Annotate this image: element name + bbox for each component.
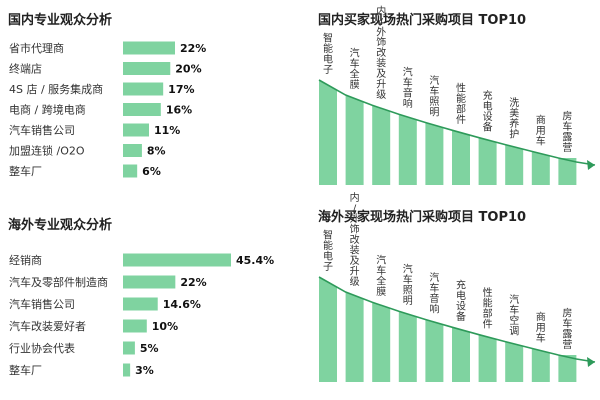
domestic-audience-title: 国内专业观众分析 xyxy=(8,13,113,28)
category-label: 房车露营 xyxy=(562,307,572,352)
bar xyxy=(123,253,231,267)
bar xyxy=(319,277,337,382)
bar xyxy=(123,62,171,75)
value-label: 10% xyxy=(152,320,178,333)
category-label: 汽车照明 xyxy=(429,74,439,119)
value-label: 11% xyxy=(154,124,180,137)
trend-line xyxy=(318,79,596,166)
bar xyxy=(372,302,391,382)
category-label: 汽车空调 xyxy=(509,293,519,338)
category-label: 加盟连锁 /O2O xyxy=(9,144,85,158)
value-label: 14.6% xyxy=(163,298,201,311)
bar xyxy=(425,122,444,185)
bar xyxy=(123,144,142,157)
category-label: 电商 / 跨境电商 xyxy=(9,103,86,117)
category-label: 汽车改装爱好者 xyxy=(9,319,86,333)
bar xyxy=(531,348,550,382)
bar xyxy=(478,137,497,185)
category-label: 商用车 xyxy=(536,113,546,147)
overseas-purchase-title: 海外买家现场热门采购项目 TOP10 xyxy=(318,210,527,225)
category-label: 房车露营 xyxy=(562,110,572,155)
bar xyxy=(452,130,470,185)
bar xyxy=(452,327,470,382)
bar xyxy=(478,334,497,382)
value-label: 20% xyxy=(175,63,201,76)
category-label: 汽车销售公司 xyxy=(9,297,75,311)
value-label: 5% xyxy=(140,342,159,355)
bar xyxy=(123,123,149,137)
bar xyxy=(123,297,158,311)
category-label: 充电设备 xyxy=(483,89,493,133)
category-label: 整车厂 xyxy=(9,164,42,178)
bar xyxy=(558,355,577,382)
bar xyxy=(123,341,135,355)
bar xyxy=(398,114,417,185)
bar xyxy=(345,95,364,185)
category-label: 汽车照明 xyxy=(403,263,413,308)
category-label: 洗美养护 xyxy=(509,97,519,141)
overseas-audience-title: 海外专业观众分析 xyxy=(8,218,113,233)
category-label: 智能电子 xyxy=(323,229,333,274)
value-label: 45.4% xyxy=(236,254,274,267)
category-label: 省市代理商 xyxy=(9,41,64,55)
bar xyxy=(123,103,161,116)
trend-arrowhead xyxy=(587,160,595,170)
category-label: 4S 店 / 服务集成商 xyxy=(9,82,103,96)
bar xyxy=(398,311,417,382)
trend-line xyxy=(318,276,596,363)
category-label: 商用车 xyxy=(536,310,546,344)
value-label: 8% xyxy=(147,145,166,158)
category-label: 汽车及零部件制造商 xyxy=(9,275,108,289)
value-label: 6% xyxy=(142,165,161,178)
trend-arrowhead xyxy=(587,357,595,367)
category-label: 行业协会代表 xyxy=(9,341,75,355)
value-label: 16% xyxy=(166,104,192,117)
bar xyxy=(505,341,524,382)
overseas-audience-chart: 经销商 45.4% 汽车及零部件制造商 22% 汽车销售公司 14.6% 汽车改装爱好者 10… xyxy=(9,253,274,377)
bar xyxy=(345,292,364,382)
category-label: 经销商 xyxy=(9,253,42,267)
bar xyxy=(123,82,164,96)
value-label: 3% xyxy=(135,364,154,377)
domestic-purchase-title: 国内买家现场热门采购项目 TOP10 xyxy=(318,13,527,28)
category-label: 汽车全膜 xyxy=(350,47,360,92)
category-label: 汽车音响 xyxy=(429,271,439,316)
category-label: 性能部件 xyxy=(456,82,466,127)
bar xyxy=(558,158,577,185)
bar xyxy=(505,144,524,185)
category-label: 整车厂 xyxy=(9,363,42,377)
domestic-audience-chart: 省市代理商 22% 终端店 20% 4S 店 / 服务集成商 17% 电商 / 跨境电商 16… xyxy=(9,41,206,178)
value-label: 17% xyxy=(168,83,194,96)
bar xyxy=(123,363,131,377)
category-label: 终端店 xyxy=(9,62,42,76)
value-label: 22% xyxy=(180,42,206,55)
category-label: 智能电子 xyxy=(323,32,333,77)
bar xyxy=(531,151,550,185)
bar xyxy=(123,41,175,55)
category-label: 充电设备 xyxy=(456,279,466,324)
bar xyxy=(123,164,138,178)
category-label: 内/外饰改装及升级 xyxy=(376,4,386,101)
bar xyxy=(123,275,176,289)
value-label: 22% xyxy=(180,276,206,289)
category-label: 汽车音响 xyxy=(403,66,413,111)
bar xyxy=(425,319,444,382)
category-label: 汽车销售公司 xyxy=(9,123,75,137)
category-label: 内/外饰改装及升级 xyxy=(350,191,360,288)
bar xyxy=(372,105,391,185)
category-label: 性能部件 xyxy=(483,286,493,331)
bar xyxy=(319,80,337,185)
bar xyxy=(123,319,147,333)
category-label: 汽车全膜 xyxy=(376,254,386,299)
